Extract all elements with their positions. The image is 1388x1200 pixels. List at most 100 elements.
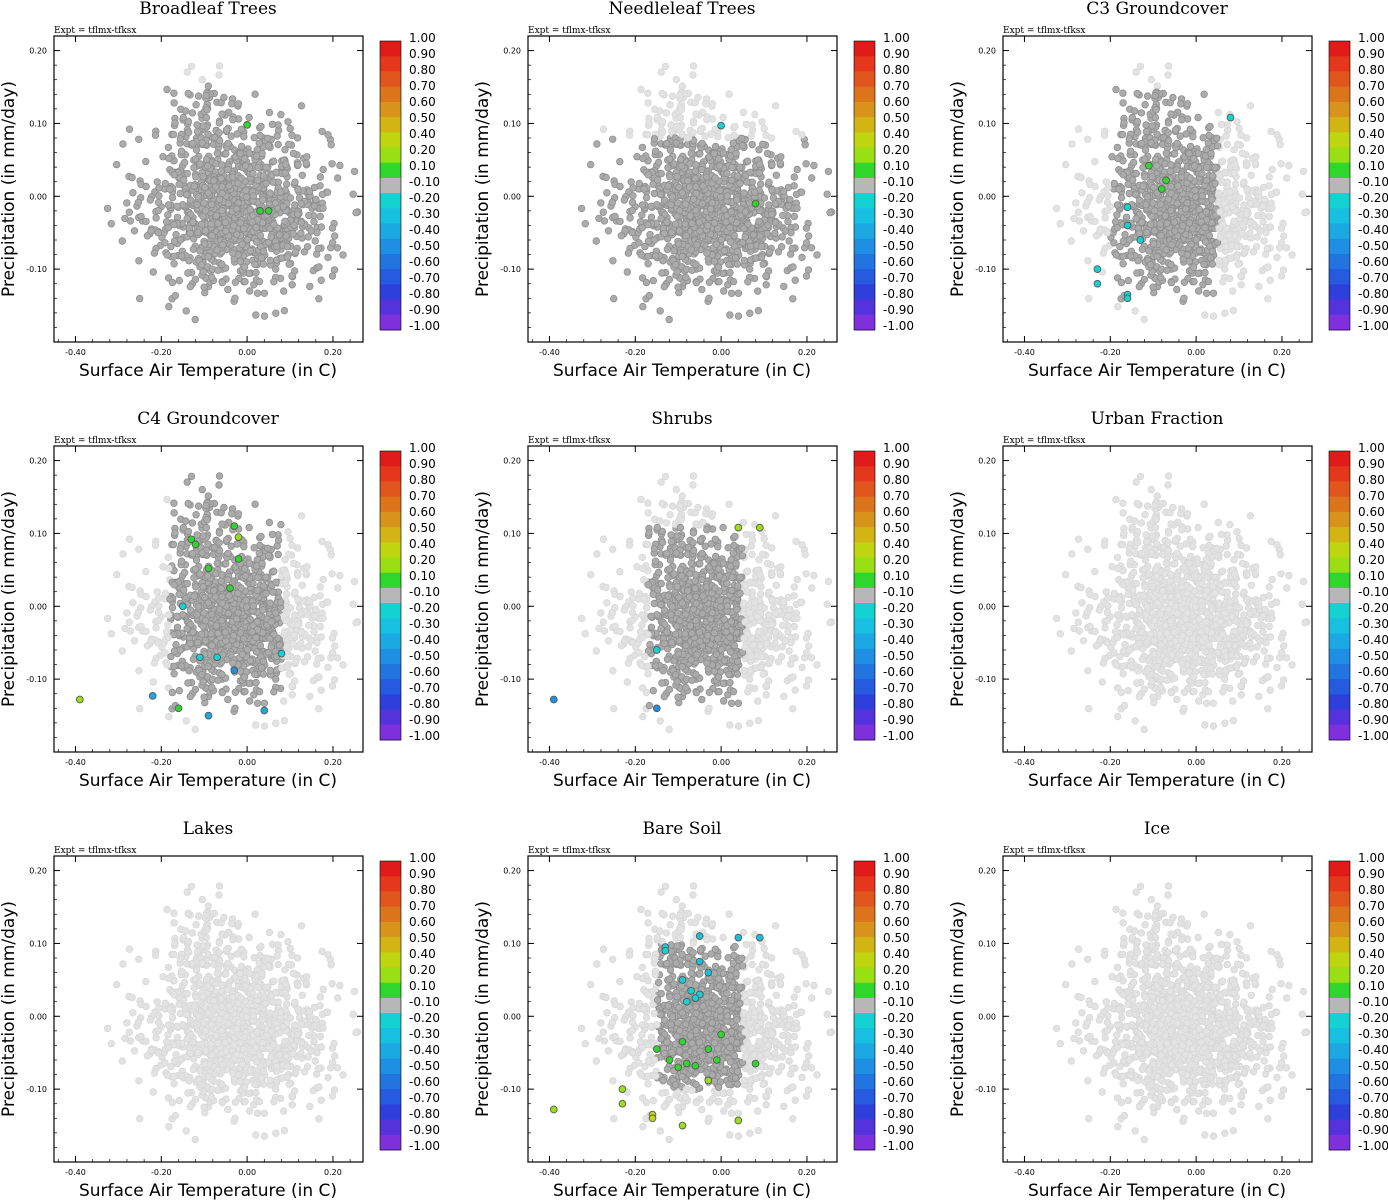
point: [129, 189, 137, 197]
point: [1077, 173, 1085, 182]
point: [1187, 240, 1195, 248]
point: [1221, 309, 1229, 317]
point: [1189, 263, 1198, 271]
point: [317, 633, 326, 641]
point: [1191, 193, 1200, 201]
colorbar-swatch: [380, 238, 401, 255]
point: [1237, 281, 1245, 289]
point: [1233, 140, 1242, 148]
colorbar-label: 0.10: [1358, 159, 1385, 173]
point: [262, 163, 270, 171]
point: [1151, 113, 1160, 122]
point: [334, 584, 342, 592]
point: [1140, 155, 1149, 163]
point: [251, 90, 259, 98]
point: [202, 91, 210, 100]
point: [303, 153, 311, 161]
point: [688, 219, 696, 227]
colorbar-label: -0.20: [1358, 191, 1388, 205]
point: [1207, 149, 1215, 158]
colorbar-swatch: [380, 223, 401, 240]
point: [228, 100, 236, 108]
point: [740, 189, 748, 197]
point: [691, 167, 699, 175]
point: [118, 237, 126, 245]
point: [1163, 266, 1171, 274]
colorbar-swatch: [854, 162, 875, 179]
point: [297, 218, 306, 227]
point: [668, 228, 676, 237]
colorbar-label: -0.30: [409, 207, 440, 221]
point: [134, 135, 143, 143]
point: [283, 663, 292, 671]
point: [177, 662, 186, 670]
point: [693, 241, 701, 249]
point: [304, 233, 312, 241]
point: [218, 110, 226, 118]
colorbar-swatch: [380, 101, 401, 118]
point: [1209, 312, 1218, 320]
x-tick-label: 0.20: [1273, 348, 1291, 357]
point: [1130, 107, 1139, 115]
point: [266, 666, 274, 675]
point: [1265, 212, 1273, 221]
point: [219, 241, 227, 249]
point: [155, 192, 163, 200]
point: [269, 178, 277, 186]
point: [1149, 199, 1157, 207]
point: [729, 277, 738, 286]
x-tick-label: 0.20: [798, 348, 816, 357]
point: [788, 244, 796, 253]
point: [289, 149, 298, 158]
point: [107, 630, 115, 638]
point: [1264, 263, 1272, 271]
point: [638, 223, 646, 232]
point: [229, 249, 237, 257]
point: [1185, 219, 1194, 227]
point: [756, 160, 764, 168]
colorbar-label: -0.80: [409, 287, 440, 301]
colorbar-swatch: [380, 147, 401, 164]
point: [663, 245, 672, 253]
point: [1119, 260, 1127, 268]
point: [810, 161, 818, 170]
point: [328, 224, 337, 232]
point: [678, 82, 686, 90]
point: [194, 228, 202, 237]
point: [1067, 237, 1075, 245]
point: [294, 185, 302, 194]
point: [281, 217, 289, 225]
point: [262, 179, 270, 188]
point: [1189, 224, 1197, 233]
point: [270, 278, 278, 286]
point: [1135, 229, 1143, 238]
point: [727, 289, 736, 297]
point: [125, 125, 134, 133]
point: [768, 210, 776, 218]
point: [215, 195, 224, 204]
colorbar-swatch: [854, 269, 875, 285]
point: [118, 647, 126, 655]
point: [644, 89, 652, 97]
point: [173, 202, 181, 210]
colorbar-label: 0.60: [883, 95, 910, 109]
point: [705, 294, 713, 302]
point: [189, 245, 198, 253]
point: [624, 249, 633, 257]
point: [190, 182, 198, 190]
point: [729, 139, 737, 147]
point: [324, 131, 332, 139]
point: [650, 135, 659, 143]
point: [715, 277, 723, 286]
point: [272, 675, 280, 683]
point: [1156, 200, 1165, 208]
point: [798, 131, 806, 139]
point: [754, 306, 763, 315]
point: [172, 230, 180, 239]
point: [103, 204, 112, 213]
point: [234, 199, 242, 207]
point: [768, 161, 776, 169]
point: [240, 155, 249, 163]
point: [253, 586, 262, 595]
point: [1084, 257, 1092, 265]
